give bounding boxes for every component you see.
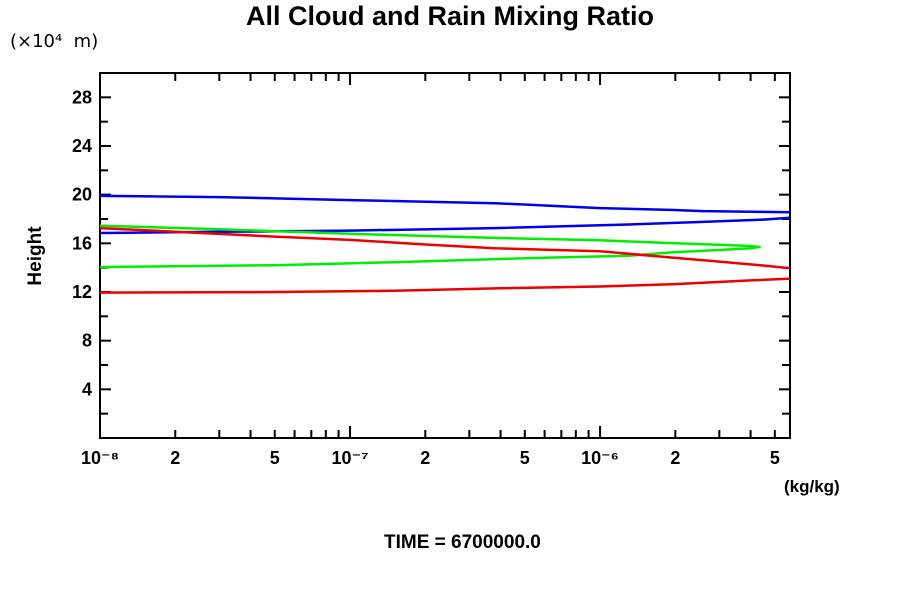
x-tick-label: 2: [170, 448, 180, 468]
y-tick-label: 8: [82, 331, 92, 351]
x-tick-label: 10⁻⁶: [581, 448, 619, 468]
time-label: TIME = 6700000.0: [384, 532, 541, 553]
plot-frame: [99, 72, 791, 439]
x-tick-label: 5: [270, 448, 280, 468]
x-tick-label: 5: [770, 448, 780, 468]
curve-green: [100, 224, 761, 269]
y-tick-label: 4: [82, 379, 92, 399]
x-tick-label: 5: [520, 448, 530, 468]
x-tick-label: 10⁻⁸: [81, 448, 119, 468]
y-tick-label: 12: [72, 282, 92, 302]
curve-blue: [100, 194, 790, 235]
x-tick-label: 2: [670, 448, 680, 468]
chart-title: All Cloud and Rain Mixing Ratio: [246, 1, 654, 31]
y-tick-label: 16: [72, 233, 92, 253]
x-tick-label: 2: [420, 448, 430, 468]
y-tick-label: 28: [72, 87, 92, 107]
curve-red: [100, 226, 790, 294]
x-tick-label: 10⁻⁷: [332, 448, 369, 468]
y-tick-label: 24: [72, 136, 92, 156]
y-tick-label: 20: [72, 185, 92, 205]
x-axis-unit-label: (kg/kg): [784, 477, 840, 496]
y-axis-unit-label: (×10⁴ m): [10, 31, 99, 52]
